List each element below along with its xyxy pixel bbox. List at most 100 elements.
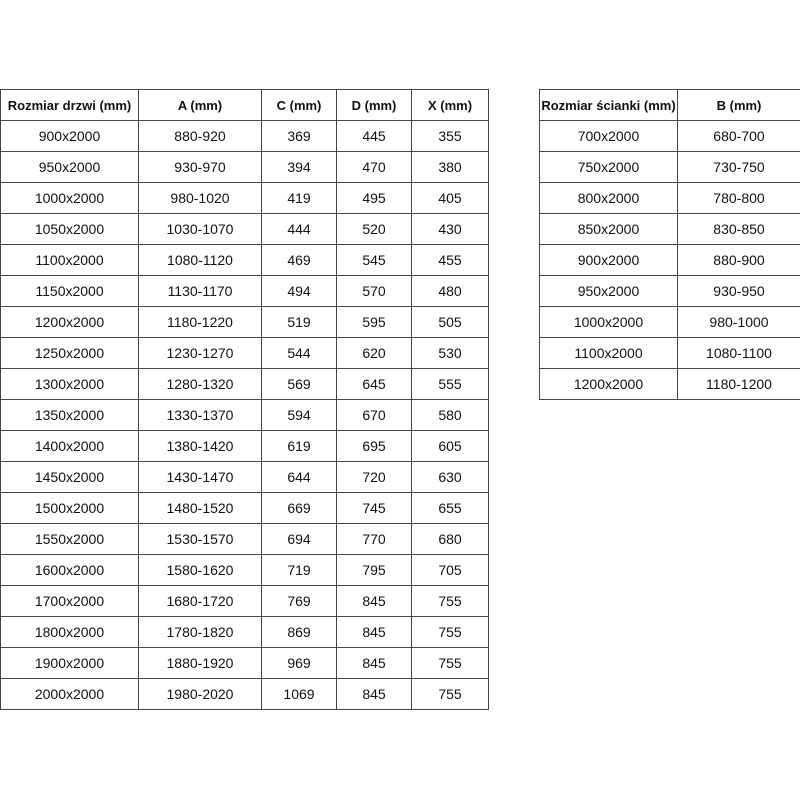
table-cell: 394 [261,151,337,183]
table-cell: 720 [336,461,412,493]
table-cell: 1530-1570 [138,523,262,555]
table-cell: 630 [411,461,489,493]
table-cell: 594 [261,399,337,431]
table-cell: 1580-1620 [138,554,262,586]
table-cell: 900x2000 [0,120,139,152]
table-cell: 669 [261,492,337,524]
table-cell: 1080-1120 [138,244,262,276]
table-cell: 520 [336,213,412,245]
table-cell: 494 [261,275,337,307]
table-row: 1550x2000 1530-1570 694 770 680 [0,523,489,555]
table-cell: 1780-1820 [138,616,262,648]
table-cell: 405 [411,182,489,214]
table-cell: 755 [411,678,489,710]
table-cell: 555 [411,368,489,400]
table-cell: 1430-1470 [138,461,262,493]
table-cell: 570 [336,275,412,307]
table-cell: 930-950 [677,275,800,307]
table-row: 1050x2000 1030-1070 444 520 430 [0,213,489,245]
table-cell: 830-850 [677,213,800,245]
table-cell: 850x2000 [539,213,678,245]
table-cell: 755 [411,647,489,679]
table-row: 900x2000 880-920 369 445 355 [0,120,489,152]
table-cell: 780-800 [677,182,800,214]
column-header: D (mm) [336,89,412,121]
table-cell: 950x2000 [0,151,139,183]
table-row: 750x2000 730-750 [539,151,800,183]
table-row: 1200x2000 1180-1220 519 595 505 [0,306,489,338]
table-cell: 1150x2000 [0,275,139,307]
table-cell: 645 [336,368,412,400]
table-cell: 1400x2000 [0,430,139,462]
table-cell: 1330-1370 [138,399,262,431]
table-cell: 1280-1320 [138,368,262,400]
table-cell: 1180-1220 [138,306,262,338]
table-cell: 1550x2000 [0,523,139,555]
table-row: 1450x2000 1430-1470 644 720 630 [0,461,489,493]
table-cell: 580 [411,399,489,431]
table-cell: 800x2000 [539,182,678,214]
table-cell: 1250x2000 [0,337,139,369]
table-cell: 930-970 [138,151,262,183]
table-row: 1000x2000 980-1000 [539,306,800,338]
table-cell: 419 [261,182,337,214]
table-cell: 980-1000 [677,306,800,338]
table-cell: 755 [411,585,489,617]
column-header: Rozmiar drzwi (mm) [0,89,139,121]
table-cell: 455 [411,244,489,276]
column-header: C (mm) [261,89,337,121]
table-cell: 769 [261,585,337,617]
table-cell: 705 [411,554,489,586]
table-row: 1300x2000 1280-1320 569 645 555 [0,368,489,400]
table-cell: 750x2000 [539,151,678,183]
table-cell: 1800x2000 [0,616,139,648]
table-cell: 869 [261,616,337,648]
table-cell: 719 [261,554,337,586]
table-cell: 700x2000 [539,120,678,152]
column-header: Rozmiar ścianki (mm) [539,89,678,121]
table-cell: 355 [411,120,489,152]
table-cell: 680 [411,523,489,555]
table-row: 950x2000 930-950 [539,275,800,307]
table-row: 2000x2000 1980-2020 1069 845 755 [0,678,489,710]
table-cell: 470 [336,151,412,183]
table-cell: 1030-1070 [138,213,262,245]
table-row: 800x2000 780-800 [539,182,800,214]
table-cell: 430 [411,213,489,245]
table-row: 1500x2000 1480-1520 669 745 655 [0,492,489,524]
table-cell: 680-700 [677,120,800,152]
table-row: 1800x2000 1780-1820 869 845 755 [0,616,489,648]
table-cell: 880-900 [677,244,800,276]
table-cell: 1450x2000 [0,461,139,493]
table-cell: 1069 [261,678,337,710]
table-cell: 795 [336,554,412,586]
table-cell: 1130-1170 [138,275,262,307]
table-cell: 1200x2000 [0,306,139,338]
table-cell: 1000x2000 [539,306,678,338]
table-cell: 644 [261,461,337,493]
header-row: Rozmiar ścianki (mm) B (mm) [539,89,800,121]
wall-size-table: Rozmiar ścianki (mm) B (mm) 700x2000 680-7… [539,89,800,400]
table-cell: 1480-1520 [138,492,262,524]
table-cell: 1980-2020 [138,678,262,710]
table-row: 1200x2000 1180-1200 [539,368,800,400]
table-cell: 595 [336,306,412,338]
table-cell: 2000x2000 [0,678,139,710]
table-row: 1100x2000 1080-1120 469 545 455 [0,244,489,276]
table-cell: 845 [336,616,412,648]
table-cell: 469 [261,244,337,276]
table-cell: 619 [261,430,337,462]
table-row: 900x2000 880-900 [539,244,800,276]
table-cell: 845 [336,585,412,617]
table-cell: 770 [336,523,412,555]
table-cell: 1100x2000 [0,244,139,276]
table-cell: 969 [261,647,337,679]
table-row: 1600x2000 1580-1620 719 795 705 [0,554,489,586]
table-cell: 1100x2000 [539,337,678,369]
table-cell: 1080-1100 [677,337,800,369]
table-cell: 1380-1420 [138,430,262,462]
column-header: A (mm) [138,89,262,121]
column-header: X (mm) [411,89,489,121]
table-cell: 530 [411,337,489,369]
table-cell: 495 [336,182,412,214]
